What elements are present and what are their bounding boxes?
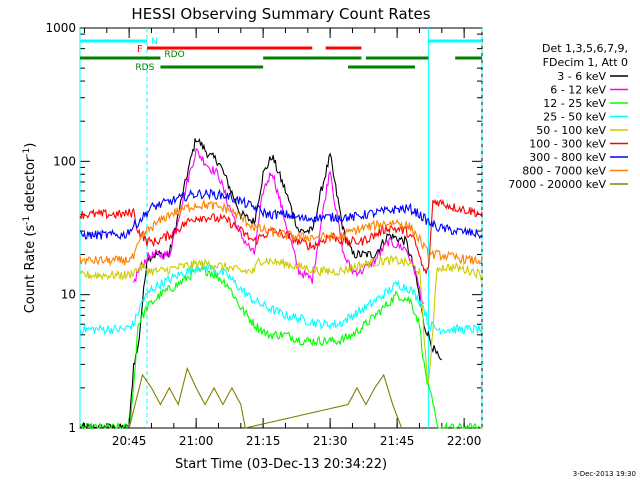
series-layer: [79, 137, 483, 431]
series-line-7: [79, 188, 483, 240]
legend-header-1: Det 1,3,5,6,7,9,: [542, 42, 628, 55]
chart-title: HESSI Observing Summary Count Rates: [131, 5, 430, 23]
n-state-label: N: [151, 37, 158, 47]
legend-entry-label: 3 - 6 keV: [557, 70, 606, 83]
x-tick-label: 21:00: [179, 434, 214, 448]
series-line-8: [79, 199, 483, 267]
legend-entry-label: 100 - 300 keV: [529, 138, 606, 151]
y-tick-label: 1: [68, 421, 76, 435]
x-axis-label: Start Time (03-Dec-13 20:34:22): [175, 457, 387, 472]
series-line-1: [79, 137, 443, 430]
plot-frame: [79, 27, 483, 429]
y-axis-label: Count Rate (s-1 detector-1): [22, 143, 38, 314]
legend-entry-label: 50 - 100 keV: [536, 124, 606, 137]
x-tick-label: 21:45: [380, 434, 415, 448]
x-tick-label: 22:00: [447, 434, 482, 448]
legend-entry-label: 300 - 800 keV: [529, 151, 606, 164]
series-line-4: [79, 261, 483, 336]
y-tick-label: 100: [53, 154, 76, 168]
state-bars: NF RDO RDS: [80, 37, 482, 73]
x-tick-label: 21:30: [313, 434, 348, 448]
y-label-part-3: ): [23, 143, 38, 148]
y-tick-label: 1000: [45, 21, 76, 35]
f-state-label: F: [137, 44, 143, 55]
legend-entry-label: 25 - 50 keV: [543, 111, 606, 124]
x-tick-label: 20:45: [112, 434, 147, 448]
y-tick-label: 10: [61, 288, 76, 302]
legend-entry-label: 6 - 12 keV: [550, 84, 606, 97]
legend-entry-label: 800 - 7000 keV: [522, 165, 606, 178]
legend-header-2: FDecim 1, Att 0: [543, 56, 628, 69]
y-label-part-2: detector: [23, 156, 38, 216]
legend: Det 1,3,5,6,7,9,FDecim 1, Att 03 - 6 keV…: [508, 42, 628, 191]
x-tick-label: 21:15: [246, 434, 281, 448]
y-label-sup-2: -1: [22, 148, 32, 157]
series-line-9: [128, 366, 403, 429]
y-label-sup-1: -1: [22, 216, 32, 225]
series-line-3: [79, 266, 482, 431]
series-line-5: [79, 254, 483, 384]
legend-entry-label: 7000 - 20000 keV: [508, 178, 606, 191]
y-label-part-1: Count Rate (s: [23, 225, 38, 314]
x-ticks: 20:45 21:00 21:15 21:30 21:45 22:00: [83, 28, 482, 448]
vertical-markers: [79, 28, 483, 428]
legend-entry-label: 12 - 25 keV: [543, 97, 606, 110]
y-ticks: 1 10 100 1000: [45, 21, 482, 435]
footer-date: 3-Dec-2013 19:30: [573, 470, 636, 478]
rdo-state-label: RDO: [164, 50, 184, 60]
rds-state-label: RDS: [135, 63, 154, 73]
